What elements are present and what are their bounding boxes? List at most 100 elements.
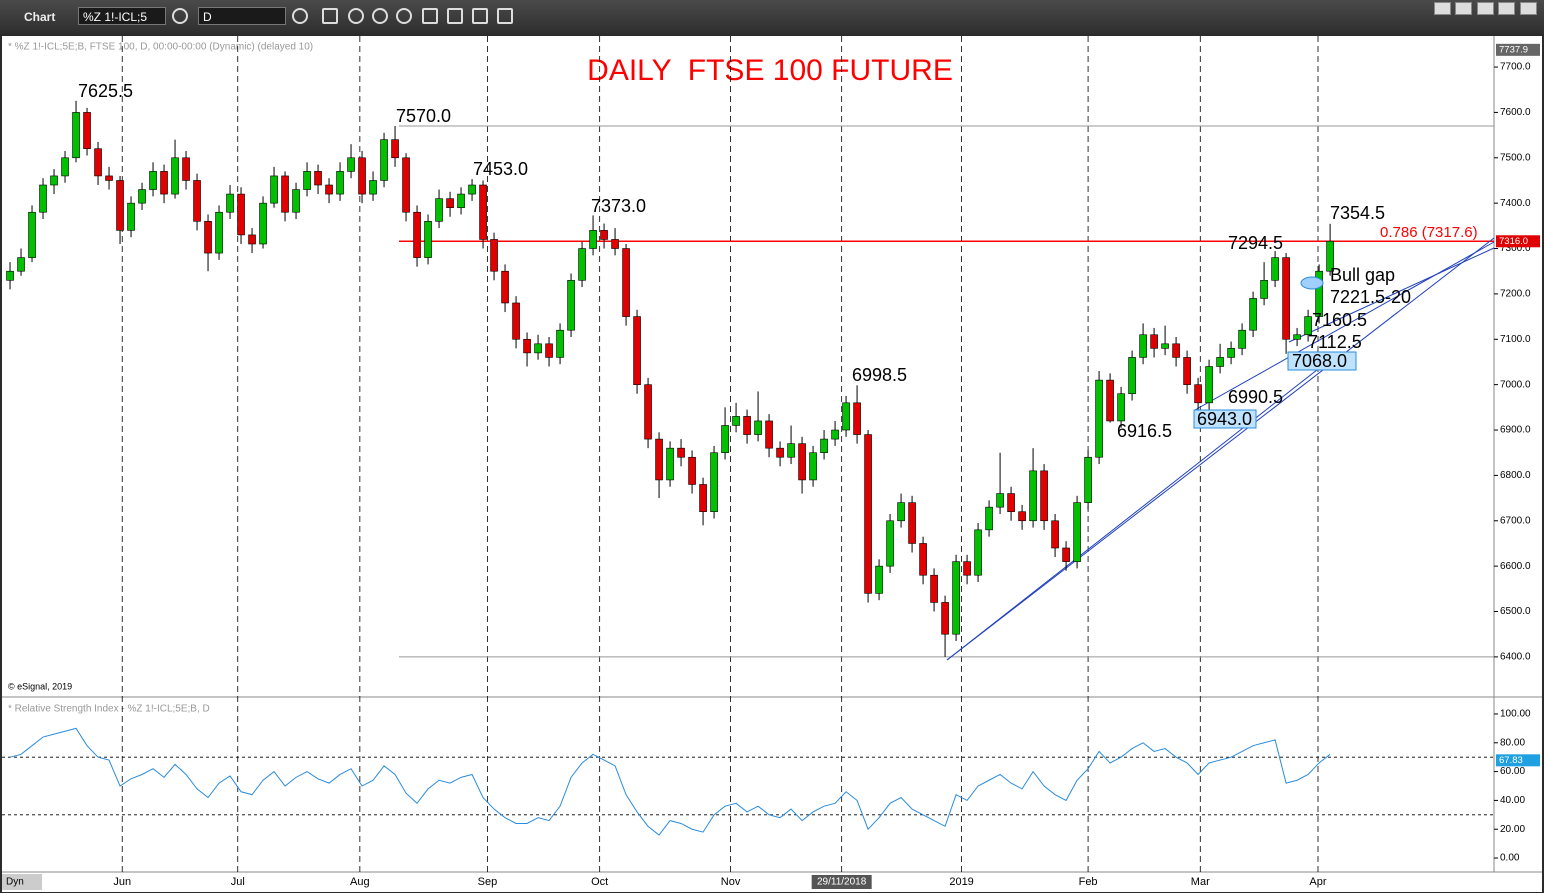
x-tick-label: Oct xyxy=(591,876,608,888)
twitter-button[interactable] xyxy=(472,8,488,24)
candle-body xyxy=(622,248,630,317)
candle-body xyxy=(985,506,993,531)
candle-body xyxy=(589,230,597,249)
candle-body xyxy=(1315,270,1323,317)
y-tick-label: 7700.0 xyxy=(1500,62,1531,73)
candle-body xyxy=(567,279,575,331)
candle-body xyxy=(303,171,311,190)
candle-body xyxy=(787,443,795,458)
candle-body xyxy=(28,211,36,258)
candle-body xyxy=(633,316,641,385)
candle-body xyxy=(1051,520,1059,549)
y-tick-label: 7500.0 xyxy=(1500,152,1531,163)
candle-body xyxy=(897,502,905,522)
chart-background xyxy=(2,36,1542,892)
candle-body xyxy=(1227,348,1235,358)
candle-body xyxy=(50,175,58,186)
candle-body xyxy=(215,211,223,254)
facebook-button[interactable] xyxy=(497,8,513,24)
candle-body xyxy=(963,561,971,576)
time-button[interactable] xyxy=(292,8,308,24)
play-button[interactable] xyxy=(372,8,388,24)
candle-body xyxy=(457,193,465,208)
x-tick-label: Nov xyxy=(721,876,741,888)
candle-body xyxy=(1249,298,1257,331)
minimize-button[interactable] xyxy=(1477,2,1494,15)
x-tick-label: 2019 xyxy=(949,876,973,888)
toolbar: Chart %Z 1!-ICL;5 D xyxy=(0,0,1544,34)
candle-body xyxy=(600,230,608,240)
maximize-button[interactable] xyxy=(1498,2,1515,15)
candle-body xyxy=(996,493,1004,508)
chart-title: DAILY FTSE 100 FUTURE xyxy=(587,54,953,87)
help-button[interactable] xyxy=(1434,2,1451,15)
candle-body xyxy=(1040,470,1048,522)
annotation: 6943.0 xyxy=(1197,409,1252,429)
candle-body xyxy=(523,338,531,354)
candle-body xyxy=(347,157,355,172)
candle-body xyxy=(1183,357,1191,385)
candle-body xyxy=(919,543,927,576)
y-tick-label: 6500.0 xyxy=(1500,606,1531,617)
annotation: 7221.5-20 xyxy=(1330,287,1411,307)
candle-body xyxy=(534,343,542,354)
candle-body xyxy=(644,384,652,440)
draw-button[interactable] xyxy=(322,8,338,24)
link-window-button[interactable] xyxy=(1455,2,1472,15)
candle-body xyxy=(820,438,828,454)
candle-body xyxy=(842,402,850,431)
chart-info: * %Z 1!-ICL;5E;B, FTSE 100, D, 00:00-00:… xyxy=(8,42,313,53)
candle-body xyxy=(1150,334,1158,349)
candle-body xyxy=(512,302,520,340)
candle-body xyxy=(1216,357,1224,367)
candle-body xyxy=(336,171,344,195)
candle-body xyxy=(655,438,663,481)
candle-body xyxy=(160,171,168,195)
x-tick-label: Mar xyxy=(1191,876,1210,888)
candle-body xyxy=(468,184,476,195)
interval-field[interactable]: D xyxy=(198,7,286,25)
candle-body xyxy=(105,175,113,181)
annotation: 7294.5 xyxy=(1228,233,1283,253)
candle-body xyxy=(391,139,399,159)
candle-body xyxy=(402,157,410,213)
cursor-date-label: 29/11/2018 xyxy=(817,877,867,888)
candle-body xyxy=(193,180,201,222)
candle-body xyxy=(72,112,80,159)
candle-body xyxy=(809,452,817,481)
status-box xyxy=(2,874,42,890)
y-tick-label: 6600.0 xyxy=(1500,561,1531,572)
link-button[interactable] xyxy=(422,8,438,24)
study-button[interactable] xyxy=(348,8,364,24)
copyright: © eSignal, 2019 xyxy=(8,681,72,691)
y-tick-label: 6700.0 xyxy=(1500,515,1531,526)
candle-body xyxy=(1117,393,1125,422)
candle-body xyxy=(1293,334,1301,340)
annotation: 6916.5 xyxy=(1117,421,1172,441)
candle-body xyxy=(556,329,564,358)
rsi-tick-label: 80.00 xyxy=(1500,737,1525,748)
candle-body xyxy=(1128,357,1136,395)
candle-body xyxy=(1139,334,1147,358)
candle-body xyxy=(380,139,388,181)
annotation: 7570.0 xyxy=(396,106,451,126)
settings-button[interactable] xyxy=(172,8,188,24)
annotation: 7068.0 xyxy=(1292,351,1347,371)
rsi-tag-label: 67.83 xyxy=(1499,755,1523,766)
candle-body xyxy=(1161,343,1169,349)
symbol-field[interactable]: %Z 1!-ICL;5 xyxy=(78,7,166,25)
candle-body xyxy=(17,257,25,272)
close-button[interactable] xyxy=(1520,2,1537,15)
chart: * %Z 1!-ICL;5E;B, FTSE 100, D, 00:00-00:… xyxy=(2,36,1542,892)
comment-button[interactable] xyxy=(447,8,463,24)
rsi-line xyxy=(9,727,1331,836)
y-tick-label: 7000.0 xyxy=(1500,379,1531,390)
candle-body xyxy=(325,184,333,195)
y-tick-label: 7300.0 xyxy=(1500,243,1531,254)
candle-body xyxy=(127,202,135,231)
candle-body xyxy=(490,239,498,272)
alert-button[interactable] xyxy=(396,8,412,24)
candle-body xyxy=(369,180,377,195)
candle-body xyxy=(1326,240,1334,272)
